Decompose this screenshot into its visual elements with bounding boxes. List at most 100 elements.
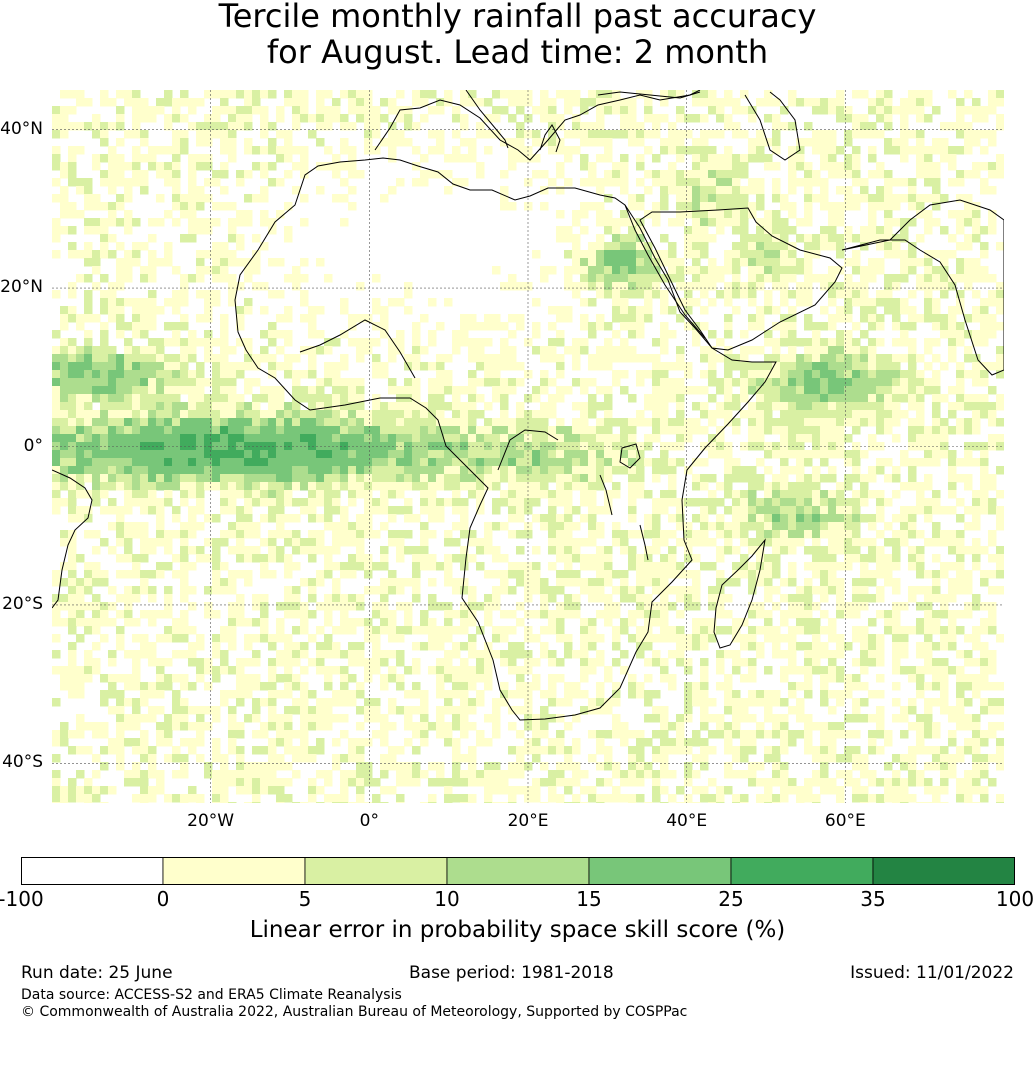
field-cell xyxy=(748,634,757,643)
field-cell xyxy=(916,530,925,539)
field-cell xyxy=(724,530,733,539)
field-cell xyxy=(492,106,501,115)
field-cell xyxy=(228,626,237,635)
field-cell xyxy=(388,186,397,195)
field-cell xyxy=(236,570,245,579)
field-cell xyxy=(876,410,885,419)
field-cell xyxy=(412,338,421,347)
field-cell xyxy=(756,306,765,315)
field-cell xyxy=(956,570,965,579)
field-cell xyxy=(964,346,973,355)
field-cell xyxy=(708,618,717,627)
field-cell xyxy=(732,106,741,115)
field-cell xyxy=(364,618,373,627)
field-cell xyxy=(508,202,517,211)
field-cell xyxy=(276,482,285,491)
field-cell xyxy=(564,594,573,603)
field-cell xyxy=(540,378,549,387)
field-cell xyxy=(676,386,685,395)
field-cell xyxy=(836,210,845,219)
field-cell xyxy=(436,138,445,147)
field-cell xyxy=(804,170,813,179)
field-cell xyxy=(244,634,253,643)
field-cell xyxy=(284,562,293,571)
field-cell xyxy=(268,138,277,147)
field-cell xyxy=(52,114,61,123)
field-cell xyxy=(364,570,373,579)
field-cell xyxy=(844,522,853,531)
field-cell xyxy=(244,98,253,107)
field-cell xyxy=(748,498,757,507)
field-cell xyxy=(676,362,685,371)
field-cell xyxy=(780,490,789,499)
field-cell xyxy=(228,154,237,163)
field-cell xyxy=(556,482,565,491)
field-cell xyxy=(236,90,245,99)
field-cell xyxy=(564,554,573,563)
field-cell xyxy=(788,418,797,427)
field-cell xyxy=(164,498,173,507)
field-cell xyxy=(148,362,157,371)
field-cell xyxy=(124,130,133,139)
field-cell xyxy=(444,530,453,539)
field-cell xyxy=(844,514,853,523)
field-cell xyxy=(708,354,717,363)
field-cell xyxy=(212,378,221,387)
field-cell xyxy=(324,514,333,523)
field-cell xyxy=(108,386,117,395)
field-cell xyxy=(172,354,181,363)
field-cell xyxy=(580,474,589,483)
field-cell xyxy=(796,530,805,539)
field-cell xyxy=(452,626,461,635)
field-cell xyxy=(196,434,205,443)
field-cell xyxy=(652,354,661,363)
field-cell xyxy=(332,418,341,427)
field-cell xyxy=(204,130,213,139)
field-cell xyxy=(764,610,773,619)
field-cell xyxy=(900,266,909,275)
field-cell xyxy=(892,586,901,595)
field-cell xyxy=(612,610,621,619)
field-cell xyxy=(124,530,133,539)
field-cell xyxy=(68,570,77,579)
field-cell xyxy=(636,410,645,419)
field-cell xyxy=(220,266,229,275)
field-cell xyxy=(484,466,493,475)
field-cell xyxy=(484,130,493,139)
field-cell xyxy=(772,250,781,259)
field-cell xyxy=(884,394,893,403)
field-cell xyxy=(660,418,669,427)
field-cell xyxy=(956,498,965,507)
field-cell xyxy=(756,314,765,323)
field-cell xyxy=(412,426,421,435)
field-cell xyxy=(412,578,421,587)
field-cell xyxy=(236,506,245,515)
field-cell xyxy=(388,506,397,515)
field-cell xyxy=(92,194,101,203)
field-cell xyxy=(916,234,925,243)
field-cell xyxy=(980,506,989,515)
field-cell xyxy=(156,474,165,483)
field-cell xyxy=(132,162,141,171)
field-cell xyxy=(356,314,365,323)
field-cell xyxy=(844,354,853,363)
field-cell xyxy=(564,522,573,531)
field-cell xyxy=(676,106,685,115)
field-cell xyxy=(244,466,253,475)
field-cell xyxy=(492,114,501,123)
field-cell xyxy=(212,250,221,259)
field-cell xyxy=(780,378,789,387)
field-cell xyxy=(812,450,821,459)
field-cell xyxy=(260,394,269,403)
field-cell xyxy=(900,602,909,611)
field-cell xyxy=(924,434,933,443)
field-cell xyxy=(620,274,629,283)
field-cell xyxy=(948,474,957,483)
field-cell xyxy=(588,362,597,371)
field-cell xyxy=(300,498,309,507)
field-cell xyxy=(852,122,861,131)
field-cell xyxy=(588,178,597,187)
field-cell xyxy=(628,562,637,571)
field-cell xyxy=(940,450,949,459)
field-cell xyxy=(212,474,221,483)
